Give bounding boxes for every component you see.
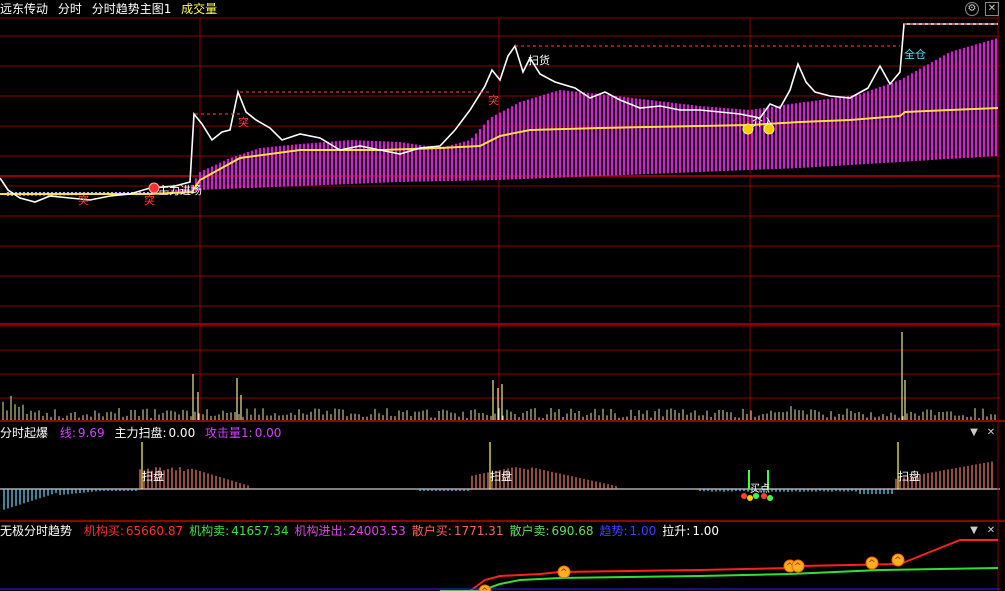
label-tu-2: 突 (144, 193, 155, 207)
main-chart-panel: 突突突突主力进场 扫货 全仓 介入 远东传动 分时 分时趋势主图1 成交量 ⚙ ✕ (0, 0, 1000, 420)
lasheng-signal-icon (891, 553, 905, 567)
settings-icon[interactable]: ⚙ (965, 2, 979, 16)
gold-ball-icon (742, 123, 754, 135)
lasheng-signal-icon (865, 556, 879, 570)
chart-mode[interactable]: 分时 (57, 2, 82, 16)
fsqb-bars (3, 461, 993, 510)
label-quancang: 全仓 (904, 47, 926, 61)
signal-dot-icon (761, 493, 767, 499)
indicator-name[interactable]: 分时趋势主图1 (91, 2, 172, 16)
sub-indicator-name[interactable]: 成交量 (181, 2, 218, 16)
wjfsqs-panel: ^^^^^^ 无极分时趋势 机构买:65660.87机构卖:41657.34机构… (0, 520, 1005, 591)
wj-item-value: 65660.87 (125, 524, 184, 538)
label-saohuo: 扫货 (528, 53, 550, 67)
lasheng-chevron-icon: ^ (868, 559, 876, 569)
lasheng-signal-icon (791, 559, 805, 573)
wjfsqs-title: 无极分时趋势 (0, 524, 73, 538)
wj-item-label: 机构进出: (294, 524, 347, 538)
wj-item-value: 690.68 (551, 524, 594, 538)
fsqb-title: 分时起爆 (0, 426, 49, 440)
main-header: 远东传动 分时 分时趋势主图1 成交量 (0, 0, 223, 18)
signal-dot-icon (747, 495, 753, 501)
signal-dot-icon (741, 493, 747, 499)
lasheng-chevron-icon: ^ (560, 568, 568, 578)
close-icon[interactable]: ✕ (986, 525, 996, 536)
lasheng-chevron-icon: ^ (481, 587, 489, 591)
wj-item-label: 拉升: (662, 524, 691, 538)
signal-dot-icon (753, 493, 759, 499)
fsqb-panel: 扫盘 扫盘 扫盘 买点 分时起爆 线: 9.69 主力扫盘: 0.00 攻击量1: 0.00… (0, 420, 1005, 520)
dropdown-icon[interactable]: ▼ (970, 525, 978, 536)
lasheng-chevron-icon: ^ (786, 562, 794, 572)
breakout-dashes (195, 23, 998, 115)
lasheng-signal-icon (557, 565, 571, 579)
label-tu-3: 突 (238, 115, 249, 129)
label-saopan-1: 扫盘 (142, 469, 164, 483)
label-saopan-3: 扫盘 (898, 469, 920, 483)
label-saopan-2: 扫盘 (490, 469, 512, 483)
fsqb-zlsp-label: 主力扫盘: (114, 426, 167, 440)
fsqb-gjl-label: 攻击量1: (205, 426, 253, 440)
wj-item-value: 24003.53 (348, 524, 406, 538)
close-icon[interactable]: ✕ (985, 2, 999, 16)
dropdown-icon[interactable]: ▼ (970, 427, 978, 438)
fsqb-zlsp-value: 0.00 (168, 426, 196, 440)
fsqb-xian-value: 9.69 (77, 426, 105, 440)
lasheng-chevron-icon: ^ (794, 562, 802, 572)
label-maidian: 买点 (750, 483, 770, 495)
wj-item-label: 趋势: (599, 524, 628, 538)
wj-item-label: 散户卖: (509, 524, 550, 538)
label-tu-1: 突 (78, 193, 89, 207)
close-icon[interactable]: ✕ (986, 427, 996, 438)
stock-name: 远东传动 (0, 2, 49, 16)
lasheng-signal-icon (478, 584, 492, 591)
magenta-bars (6, 38, 998, 196)
wj-item-value: 1771.31 (453, 524, 504, 538)
institution-buy-line (440, 539, 998, 591)
wjfsqs-header: 无极分时趋势 机构买: 65660.87 机构卖: 41657.34 机构进出: 2400… (0, 522, 725, 540)
zhuli-marker-icon (148, 182, 160, 194)
main-grid (0, 0, 1000, 420)
wj-item-value: 1.00 (629, 524, 657, 538)
institution-sell-line (440, 567, 999, 591)
price-line (0, 23, 998, 203)
lasheng-chevron-icon: ^ (894, 556, 902, 566)
wj-item-label: 机构卖: (189, 524, 230, 538)
main-chart-svg: 突突突突主力进场扫货 全仓介入 (0, 0, 1000, 420)
fsqb-xian-label: 线: (59, 426, 76, 440)
fsqb-header: 分时起爆 线: 9.69 主力扫盘: 0.00 攻击量1: 0.00 (0, 424, 287, 442)
label-zhuli: 主力进场 (158, 183, 202, 197)
volume-bars (2, 332, 996, 420)
avg-price-line (0, 107, 999, 195)
wj-item-value: 1.00 (692, 524, 720, 538)
label-tu-4: 突 (488, 93, 499, 107)
signal-dot-icon (767, 495, 773, 501)
gold-ball-icon (763, 123, 775, 135)
wj-item-value: 41657.34 (231, 524, 289, 538)
wj-item-label: 机构买: (83, 524, 124, 538)
wjfsqs-chart-svg: ^^^^^^ (0, 520, 1005, 591)
wj-item-label: 散户买: (411, 524, 452, 538)
fsqb-gjl-value: 0.00 (254, 426, 282, 440)
